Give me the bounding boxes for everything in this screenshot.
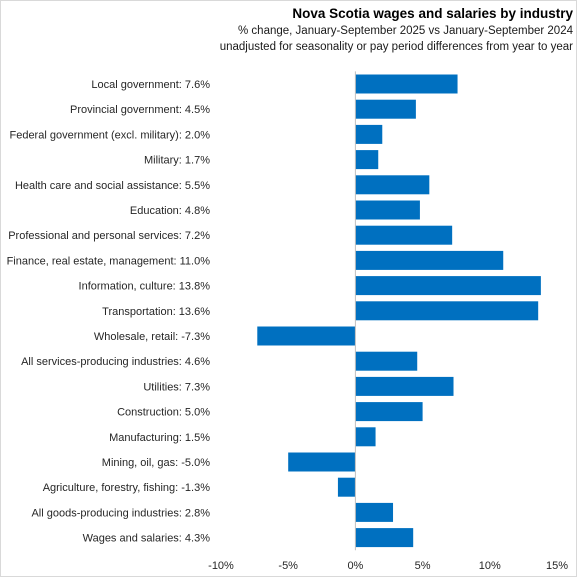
x-tick-label: 10% — [479, 560, 501, 572]
bar — [288, 452, 356, 472]
bar — [355, 301, 539, 321]
category-label: Wholesale, retail: -7.3% — [94, 331, 210, 343]
chart-header: Nova Scotia wages and salaries by indust… — [220, 4, 573, 55]
chart-subtitle-line-2: unadjusted for seasonality or pay period… — [219, 41, 573, 53]
category-label: Manufacturing: 1.5% — [109, 432, 210, 444]
category-label: Information, culture: 13.8% — [79, 281, 211, 293]
category-label: Education: 4.8% — [130, 205, 210, 217]
category-label: Agriculture, forestry, fishing: -1.3% — [43, 482, 211, 494]
bar — [355, 250, 504, 270]
bar — [355, 74, 458, 94]
bar — [355, 99, 416, 119]
bar — [355, 427, 376, 447]
x-tick-label: -10% — [208, 560, 234, 572]
bar — [355, 175, 430, 195]
category-label: Mining, oil, gas: -5.0% — [102, 457, 210, 469]
bar — [355, 225, 453, 245]
category-label: Construction: 5.0% — [117, 407, 210, 419]
x-tick-label: 5% — [415, 560, 431, 572]
chart-title: Nova Scotia wages and salaries by indust… — [292, 6, 573, 21]
bar — [337, 477, 356, 497]
category-label: All goods-producing industries: 2.8% — [31, 507, 210, 519]
bar — [257, 326, 356, 346]
bar — [355, 200, 420, 220]
category-label: Health care and social assistance: 5.5% — [15, 180, 210, 192]
bar — [355, 124, 383, 144]
x-tick-label: 0% — [347, 560, 363, 572]
bar — [355, 502, 394, 522]
category-label: Transportation: 13.6% — [102, 306, 210, 318]
category-label: Federal government (excl. military): 2.0… — [9, 129, 210, 141]
category-label: Professional and personal services: 7.2% — [8, 230, 210, 242]
category-label: Military: 1.7% — [144, 155, 210, 167]
category-label: Finance, real estate, management: 11.0% — [7, 255, 211, 267]
x-tick-label: 15% — [546, 560, 568, 572]
category-label: Local government: 7.6% — [91, 79, 210, 91]
bar — [355, 276, 541, 296]
category-label: Wages and salaries: 4.3% — [83, 533, 211, 545]
x-tick-label: -5% — [278, 560, 298, 572]
bar — [355, 351, 418, 371]
category-label: Utilities: 7.3% — [143, 381, 210, 393]
chart-subtitle-line-1: % change, January-September 2025 vs Janu… — [238, 25, 573, 37]
category-label: All services-producing industries: 4.6% — [21, 356, 210, 368]
category-label: Provincial government: 4.5% — [70, 104, 210, 116]
bar — [355, 528, 414, 548]
bar — [355, 402, 423, 422]
bar — [355, 150, 379, 170]
bar — [355, 376, 454, 396]
